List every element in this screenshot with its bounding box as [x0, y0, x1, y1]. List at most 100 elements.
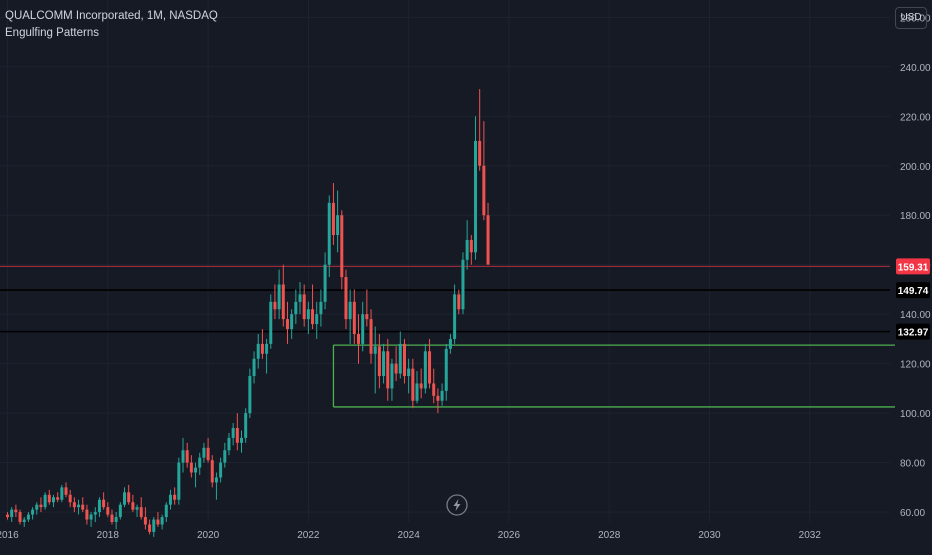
- candle-body: [440, 390, 444, 401]
- candle-body: [160, 517, 164, 525]
- x-tick-label: 2016: [0, 530, 19, 541]
- candle-body: [311, 309, 315, 325]
- indicator-name[interactable]: Engulfing Patterns: [5, 27, 99, 39]
- x-tick-label: 2032: [799, 530, 822, 541]
- candle-body: [93, 512, 97, 515]
- y-tick-label: 80.00: [900, 459, 925, 470]
- candle-body: [173, 494, 177, 500]
- candle-body: [89, 514, 93, 520]
- candle-body: [473, 141, 478, 253]
- candle-body: [110, 514, 114, 522]
- chart-legend: QUALCOMM Incorporated, 1M, NASDAQ Engulf…: [5, 8, 218, 42]
- candle-body: [240, 437, 244, 443]
- candle-body: [39, 504, 43, 508]
- candle-body: [482, 165, 486, 216]
- candle-body: [448, 338, 452, 349]
- y-tick-label: 220.00: [900, 112, 931, 123]
- y-tick-label: 240.00: [900, 63, 931, 74]
- candle-body: [97, 499, 101, 513]
- candle-body: [407, 368, 411, 377]
- candle-body: [402, 343, 406, 377]
- candle-body: [486, 215, 490, 265]
- y-tick-label: 260.00: [900, 13, 931, 24]
- x-tick-label: 2026: [498, 530, 521, 541]
- candle-body: [168, 494, 172, 505]
- candle-body: [277, 284, 281, 310]
- candle-body: [365, 314, 369, 320]
- candle-body: [323, 264, 327, 302]
- candle-body: [336, 215, 340, 236]
- candle-body: [244, 413, 248, 438]
- candle-body: [227, 437, 231, 451]
- candle-body: [31, 509, 35, 515]
- candle-body: [223, 450, 227, 463]
- candle-body: [198, 457, 202, 468]
- candle-body: [189, 462, 193, 473]
- candle-body: [294, 301, 298, 315]
- x-tick-label: 2018: [97, 530, 120, 541]
- candle-body: [214, 477, 218, 483]
- candle-body: [206, 447, 210, 461]
- candle-body: [386, 351, 390, 389]
- grid-lines: [0, 0, 890, 522]
- candle-body: [398, 343, 402, 374]
- candle-body: [148, 524, 152, 532]
- candle-body: [26, 514, 30, 520]
- candle-body: [423, 351, 427, 389]
- candle-body: [352, 301, 356, 334]
- candles: [6, 89, 490, 537]
- candle-body: [10, 509, 14, 518]
- x-tick-label: 2030: [698, 530, 721, 541]
- candle-body: [143, 517, 147, 525]
- candle-body: [60, 487, 64, 500]
- candle-body: [302, 294, 306, 320]
- candle-body: [194, 467, 198, 473]
- candle-body: [235, 427, 239, 443]
- currency-button[interactable]: USD: [895, 7, 927, 29]
- candle-body: [260, 343, 264, 354]
- level-lines: [0, 265, 890, 333]
- candle-body: [415, 383, 419, 401]
- candle-body: [465, 239, 469, 260]
- lightning-icon[interactable]: [446, 494, 468, 516]
- candle-body: [152, 519, 156, 532]
- candle-body: [131, 502, 135, 510]
- candle-body: [56, 497, 60, 500]
- candle-body: [281, 284, 285, 320]
- candle-body: [127, 492, 131, 503]
- price-label-box: [896, 258, 930, 275]
- candle-body: [248, 376, 252, 414]
- price-labels: 159.31 149.74 132.97: [896, 258, 930, 340]
- candle-body: [72, 502, 76, 508]
- candle-body: [394, 363, 398, 374]
- candle-body: [390, 363, 394, 389]
- candle-body: [273, 301, 277, 310]
- candle-body: [123, 492, 127, 505]
- candle-body: [106, 507, 110, 515]
- y-tick-label: 180.00: [900, 211, 931, 222]
- candle-body: [256, 343, 260, 359]
- candle-body: [411, 368, 415, 401]
- candle-body: [373, 346, 377, 354]
- candle-body: [340, 215, 344, 278]
- candle-body: [461, 259, 465, 310]
- y-tick-label: 200.00: [900, 162, 931, 173]
- candle-body: [35, 504, 39, 510]
- zone-lines: [332, 344, 895, 408]
- candle-body: [298, 294, 302, 302]
- candle-body: [164, 504, 168, 518]
- candle-body: [51, 497, 55, 503]
- candle-body: [18, 512, 22, 522]
- candle-body: [210, 460, 214, 483]
- candle-body: [77, 504, 81, 508]
- price-label-box: [896, 323, 930, 340]
- x-axis[interactable]: 2016 2018 2020 2022 2024 2026 2028 2030 2032: [0, 530, 821, 541]
- y-tick-label: 60.00: [900, 508, 925, 519]
- y-tick-label: 120.00: [900, 360, 931, 371]
- candle-body: [118, 504, 122, 518]
- symbol-title[interactable]: QUALCOMM Incorporated, 1M, NASDAQ: [5, 10, 218, 22]
- candle-body: [135, 507, 139, 510]
- candle-body: [114, 517, 118, 522]
